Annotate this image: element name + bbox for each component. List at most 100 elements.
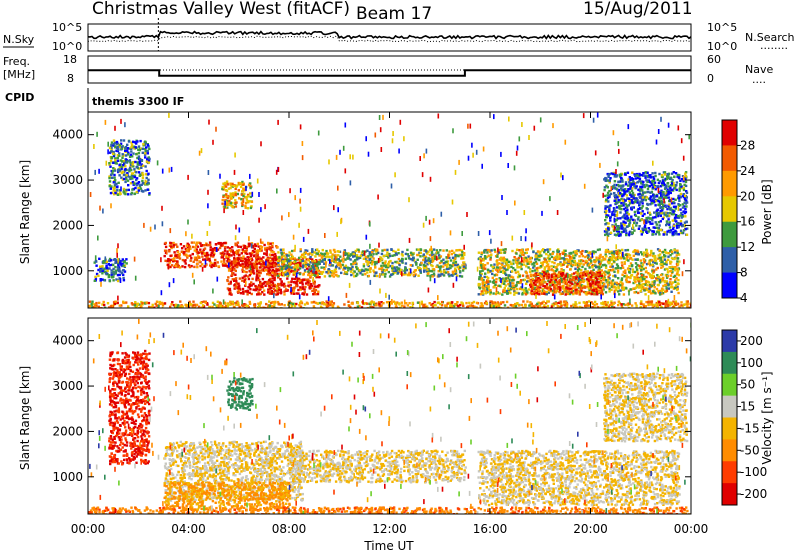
heatmap-cell	[620, 277, 624, 280]
heatmap-cell	[635, 221, 639, 225]
heatmap-cell	[623, 224, 626, 227]
heatmap-cell	[608, 194, 611, 197]
heatmap-cell	[195, 248, 198, 251]
heatmap-cell	[268, 273, 271, 277]
heatmap-cell	[387, 264, 390, 267]
heatmap-cell	[641, 231, 644, 234]
heatmap-cell	[255, 279, 258, 282]
heatmap-cell	[568, 260, 572, 263]
heatmap-cell	[230, 260, 234, 263]
heatmap-cell	[638, 189, 642, 192]
heatmap-cell	[543, 266, 547, 269]
heatmap-cell	[620, 204, 623, 207]
heatmap-cell	[128, 168, 131, 171]
heatmap-cell	[432, 255, 436, 258]
heatmap-cell	[239, 263, 242, 267]
heatmap-cell	[188, 265, 192, 269]
heatmap-cell	[357, 248, 360, 252]
heatmap-cell	[617, 234, 621, 237]
heatmap-cell	[682, 180, 685, 183]
heatmap-cell	[307, 270, 310, 273]
heatmap-cell	[186, 245, 190, 249]
heatmap-cell	[501, 277, 505, 280]
heatmap-cell	[439, 267, 442, 270]
heatmap-cell	[344, 258, 347, 261]
heatmap-cell	[625, 190, 629, 193]
heatmap-cell	[652, 271, 655, 275]
heatmap-cell	[640, 284, 643, 287]
heatmap-cell	[598, 284, 602, 287]
heatmap-cell	[551, 283, 554, 287]
heatmap-cell	[604, 212, 608, 215]
heatmap-cell	[217, 241, 220, 245]
heatmap-cell	[288, 265, 291, 269]
heatmap-cell	[195, 250, 198, 253]
heatmap-cell	[637, 207, 640, 211]
heatmap-cell	[381, 271, 384, 274]
heatmap-cell	[233, 259, 236, 262]
heatmap-cell	[540, 261, 543, 265]
heatmap-cell	[267, 261, 270, 264]
heatmap-cell	[614, 258, 617, 261]
heatmap-cell	[323, 254, 326, 257]
heatmap-cell	[487, 276, 490, 280]
heatmap-cell	[587, 279, 591, 282]
heatmap-cell	[639, 200, 642, 203]
heatmap-cell	[139, 173, 142, 177]
heatmap-cell	[378, 267, 381, 271]
heatmap-cell	[248, 291, 251, 294]
heatmap-cell	[249, 288, 252, 291]
heatmap-cell	[614, 173, 617, 176]
heatmap-cell	[353, 275, 356, 278]
heatmap-cell	[233, 279, 236, 282]
heatmap-cell	[660, 287, 664, 290]
heatmap-cell	[640, 287, 643, 290]
heatmap-cell	[302, 293, 306, 296]
heatmap-cell	[330, 274, 334, 277]
heatmap-cell	[135, 184, 138, 187]
heatmap-cell	[124, 161, 127, 164]
heatmap-cell	[514, 260, 518, 264]
heatmap-cell	[299, 286, 302, 289]
heatmap-cell	[388, 260, 391, 264]
heatmap-cell	[669, 286, 673, 289]
heatmap-cell	[354, 249, 357, 253]
heatmap-cell	[586, 278, 589, 281]
heatmap-cell	[320, 266, 323, 269]
heatmap-cell	[523, 263, 526, 266]
heatmap-cell	[220, 244, 223, 247]
heatmap-cell	[212, 262, 215, 265]
heatmap-cell	[201, 252, 204, 255]
heatmap-cell	[330, 255, 334, 258]
heatmap-cell	[452, 251, 456, 254]
heatmap-cell	[626, 256, 629, 259]
heatmap-cell	[640, 180, 643, 183]
heatmap-cell	[267, 266, 270, 269]
heatmap-cell	[108, 146, 112, 150]
heatmap-cell	[226, 257, 230, 261]
heatmap-cell	[249, 257, 252, 261]
heatmap-cell	[206, 253, 210, 257]
heatmap-cell	[232, 184, 235, 188]
heatmap-cell	[542, 274, 546, 278]
heatmap-cell	[243, 195, 247, 199]
heatmap-cell	[684, 180, 688, 184]
heatmap-cell	[283, 290, 286, 293]
heatmap-cell	[504, 272, 507, 275]
heatmap-cell	[364, 268, 367, 271]
heatmap-cell	[172, 241, 175, 245]
heatmap-cell	[613, 183, 616, 187]
heatmap-cell	[110, 185, 113, 188]
heatmap-cell	[270, 253, 273, 257]
heatmap-cell	[256, 272, 259, 275]
heatmap-cell	[220, 260, 223, 263]
heatmap-cell	[409, 251, 413, 254]
heatmap-cell	[679, 208, 682, 211]
heatmap-cell	[462, 262, 466, 266]
heatmap-cell	[296, 265, 300, 268]
heatmap-cell	[137, 148, 140, 151]
heatmap-cell	[653, 282, 656, 285]
heatmap-cell	[124, 146, 127, 149]
heatmap-cell	[658, 279, 662, 282]
heatmap-cell	[486, 290, 490, 294]
